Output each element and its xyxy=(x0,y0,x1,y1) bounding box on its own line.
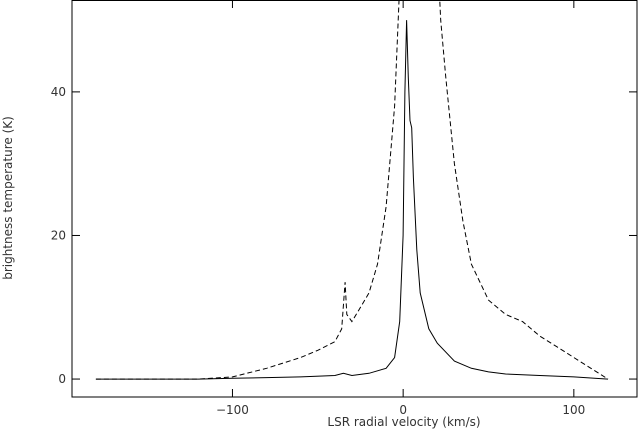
plot-frame xyxy=(71,0,638,398)
y-axis-label: brightness temperature (K) xyxy=(1,116,15,280)
line-series xyxy=(95,20,609,380)
line-series xyxy=(95,0,609,380)
y-tick-label: 20 xyxy=(51,228,66,242)
x-tick-label: 100 xyxy=(562,403,585,417)
x-tick-label: −100 xyxy=(216,403,249,417)
y-tick-label: 40 xyxy=(51,85,66,99)
x-tick-label: 0 xyxy=(399,403,407,417)
x-axis-label: LSR radial velocity (km/s) xyxy=(327,415,480,429)
y-tick-label: 0 xyxy=(58,372,66,386)
